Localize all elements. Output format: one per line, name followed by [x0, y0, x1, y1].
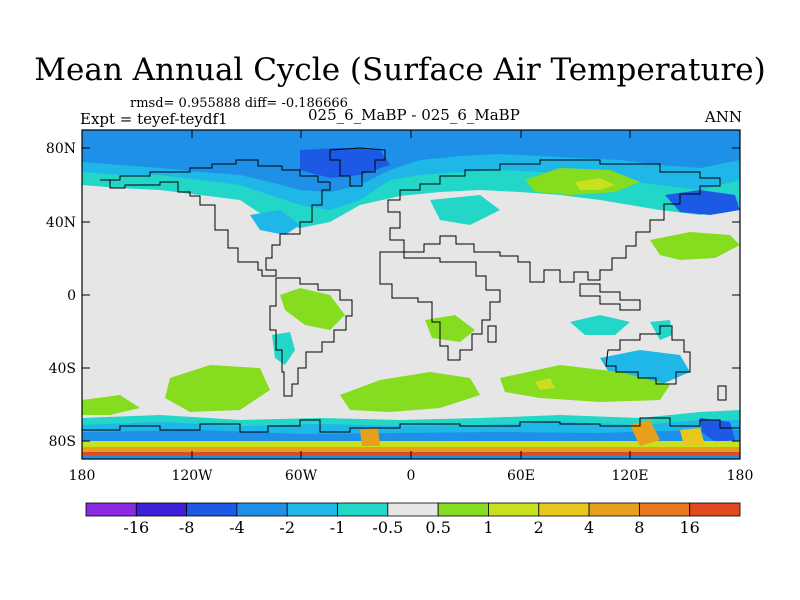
- experiment-label: Expt = teyef-teydf1: [80, 110, 228, 128]
- colorbar-box: [437, 502, 489, 517]
- colorbar-label: -0.5: [372, 518, 403, 537]
- colorbar-label: 4: [584, 518, 594, 537]
- latitude-labels: 80N 40N 0 40S 80S: [46, 141, 76, 450]
- arctic-deep-band: [82, 130, 740, 192]
- plot-title: Mean Annual Cycle (Surface Air Temperatu…: [34, 52, 766, 88]
- coastline-maritime-asia: [579, 283, 641, 311]
- colorbar-label: -2: [279, 518, 295, 537]
- colorbar-label: -4: [229, 518, 245, 537]
- colorbar-box: [588, 502, 640, 517]
- colorbar-box: [538, 502, 590, 517]
- antarctic-orange-strip: [82, 447, 740, 452]
- lat-label: 40S: [49, 361, 76, 377]
- amazon-warm-patch: [280, 288, 345, 330]
- arctic-core: [300, 148, 390, 178]
- colorbar-box: [387, 502, 439, 517]
- runs-label: 025_6_MaBP - 025_6_MaBP: [308, 106, 520, 124]
- lon-label: 60W: [285, 468, 318, 484]
- lon-label: 180: [727, 468, 754, 484]
- lon-label: 120E: [612, 468, 649, 484]
- colorbar-label: -8: [179, 518, 195, 537]
- lat-label: 80N: [46, 141, 76, 157]
- lon-label: 120W: [171, 468, 213, 484]
- lat-label: 40N: [46, 215, 76, 231]
- coastline-greenland: [329, 147, 386, 187]
- colorbar-label: 8: [634, 518, 644, 537]
- colorbar: -16 -8 -4 -2 -1 -0.5 0.5 1 2 4 8 16: [85, 502, 741, 537]
- lon-label: 0: [407, 468, 416, 484]
- temperature-field: [82, 130, 740, 459]
- colorbar-box: [337, 502, 389, 517]
- north-america-blue: [250, 210, 300, 235]
- antarctic-hot-spot-1: [360, 428, 380, 446]
- southern-ocean-warm: [82, 395, 140, 415]
- antarctic-hot-spot-3: [680, 428, 705, 446]
- south-pacific-warm: [165, 365, 270, 412]
- south-atlantic-warm: [340, 372, 480, 412]
- coastline-antarctica: [82, 417, 740, 433]
- colorbar-box: [286, 502, 338, 517]
- colorbar-label: -16: [123, 518, 149, 537]
- coastline-australia: [605, 325, 691, 385]
- colorbar-box: [85, 502, 137, 517]
- colorbar-box: [135, 502, 188, 517]
- colorbar-label: 0.5: [425, 518, 450, 537]
- australia-cyan: [650, 320, 672, 340]
- lon-label: 180: [69, 468, 96, 484]
- atlantic-cool-patch: [430, 195, 500, 225]
- colorbar-box: [488, 502, 540, 517]
- colorbar-label: 1: [483, 518, 493, 537]
- south-indian-warm: [500, 365, 670, 402]
- coastline-madagascar: [487, 325, 497, 343]
- season-label: ANN: [704, 108, 742, 126]
- indian-ocean-cool: [570, 315, 630, 335]
- colorbar-label: -1: [330, 518, 346, 537]
- stats-text: rmsd= 0.955888 diff= -0.186666: [130, 96, 348, 111]
- siberia-cold-spot: [665, 190, 740, 215]
- colorbar-box: [689, 502, 741, 517]
- lat-label: 0: [67, 288, 76, 304]
- axis-ticks: [82, 130, 740, 459]
- coastline-africa: [379, 251, 501, 361]
- coastline-new-zealand: [717, 385, 727, 401]
- coastline-north-america: [100, 159, 331, 277]
- colorbar-label: 16: [680, 518, 700, 537]
- coastline-eurasia: [387, 159, 721, 283]
- colorbar-box: [638, 502, 691, 517]
- coastlines: [82, 147, 740, 433]
- lat-label: 80S: [49, 434, 76, 450]
- asia-warmer-patch: [575, 178, 615, 190]
- antarctic-warm-strip: [82, 441, 740, 447]
- longitude-labels: 180 120W 60W 0 60E 120E 180: [69, 468, 754, 484]
- south-indian-yellow: [535, 378, 555, 390]
- pacific-warm-patch: [650, 232, 740, 260]
- antarctic-dark-patch: [700, 418, 735, 442]
- colorbar-label: 2: [534, 518, 544, 537]
- andes-cool-patch: [272, 332, 295, 365]
- colorbar-box: [236, 502, 288, 517]
- colorbar-box: [186, 502, 238, 517]
- lon-label: 60E: [507, 468, 535, 484]
- coastline-south-america: [269, 277, 353, 397]
